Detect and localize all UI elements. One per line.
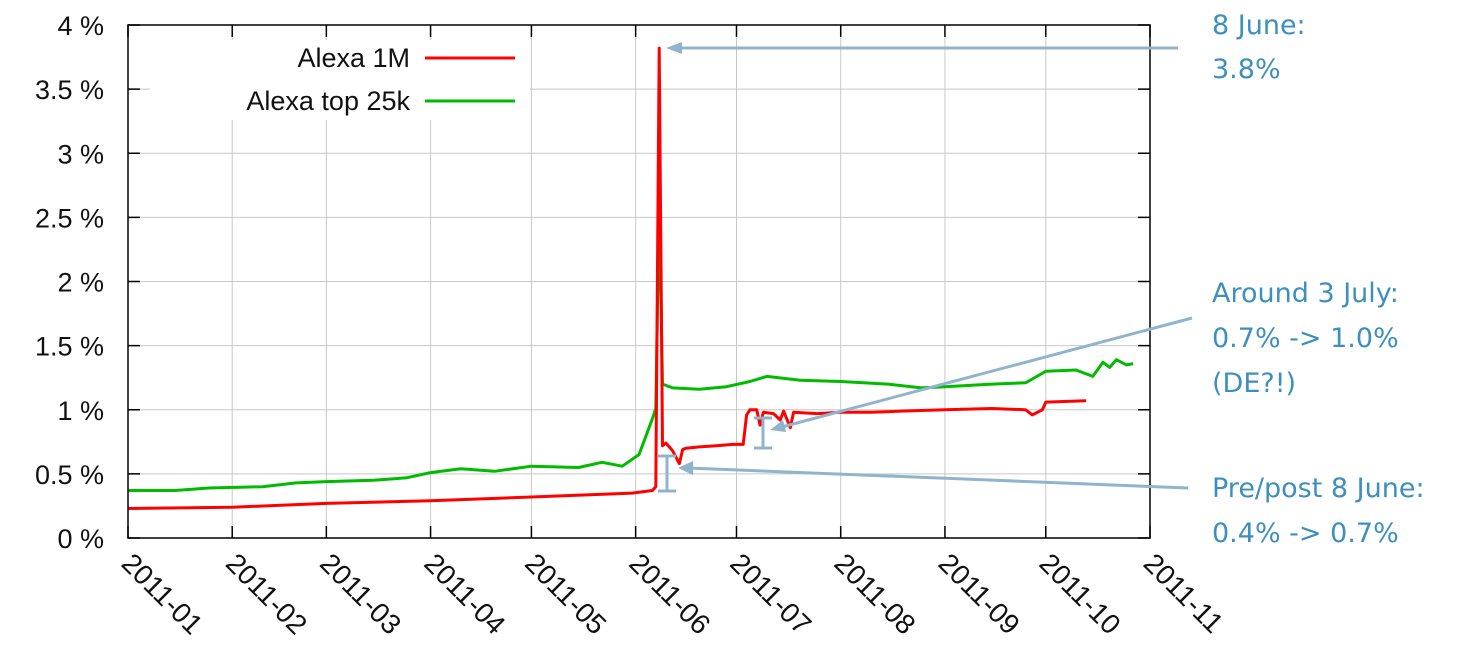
annotation-bracket-july [754, 416, 772, 450]
legend-label-alexa-1m: Alexa 1M [297, 43, 410, 73]
annotation-around-july-line-1: Around 3 July: [1212, 278, 1399, 309]
tick-marks [127, 24, 1151, 539]
annotation-june-spike-line-2: 3.8% [1212, 54, 1281, 85]
x-axis-labels: 2011-01 2011-02 2011-03 2011-04 2011-05 2011-… [116, 547, 1230, 640]
annotation-pre-post-june: Pre/post 8 June: 0.4% -> 0.7% [1212, 473, 1425, 549]
y-tick-label: 1 % [57, 396, 104, 426]
series-layer [127, 46, 1134, 510]
x-tick-label: 2011-11 [1138, 547, 1230, 639]
annotation-around-july: Around 3 July: 0.7% -> 1.0% (DE?!) [1212, 278, 1399, 399]
y-tick-label: 2 % [57, 268, 104, 298]
y-axis-labels: 0 % 0.5 % 1 % 1.5 % 2 % 2.5 % 3 % 3.5 % 4 % [35, 11, 104, 554]
y-tick-label: 1.5 % [35, 332, 104, 362]
x-tick-label: 2011-07 [724, 547, 817, 640]
annotation-arrowhead-june-spike [666, 42, 682, 54]
y-tick-label: 0.5 % [35, 460, 104, 490]
annotation-pre-post-june-line-2: 0.4% -> 0.7% [1212, 518, 1399, 549]
legend-background [150, 40, 530, 120]
annotation-bracket-pre-post [658, 454, 676, 493]
x-tick-label: 2011-05 [519, 547, 612, 640]
annotation-arrowhead-pre-post [678, 461, 693, 475]
x-tick-label: 2011-09 [933, 547, 1026, 640]
x-tick-label: 2011-08 [828, 547, 921, 640]
legend-label-alexa-top-25k: Alexa top 25k [246, 86, 410, 116]
x-tick-label: 2011-06 [623, 547, 716, 640]
x-tick-label: 2011-03 [314, 547, 407, 640]
grid [128, 25, 1150, 538]
annotation-pre-post-june-line-1: Pre/post 8 June: [1212, 473, 1425, 504]
annotation-arrowhead-july [770, 420, 786, 432]
x-tick-label: 2011-02 [220, 547, 313, 640]
legend: Alexa 1M Alexa top 25k [150, 40, 530, 120]
x-tick-label: 2011-04 [418, 547, 511, 640]
annotation-arrow-july [777, 316, 1193, 430]
y-tick-label: 0 % [57, 524, 104, 554]
annotation-june-spike: 8 June: 3.8% [1212, 10, 1306, 85]
y-tick-label: 4 % [57, 11, 104, 41]
x-tick-label: 2011-01 [116, 547, 209, 640]
series-line [127, 46, 1087, 510]
y-tick-label: 3.5 % [35, 75, 104, 105]
annotation-around-july-line-3: (DE?!) [1212, 368, 1296, 399]
x-tick-label: 2011-10 [1034, 547, 1127, 640]
y-tick-label: 3 % [57, 139, 104, 169]
annotation-around-july-line-2: 0.7% -> 1.0% [1212, 323, 1399, 354]
y-tick-label: 2.5 % [35, 203, 104, 233]
annotation-june-spike-line-1: 8 June: [1212, 10, 1306, 41]
series-line [128, 200, 1134, 492]
annotation-arrow-pre-post [687, 466, 1189, 490]
annotation-layer [658, 42, 1193, 493]
